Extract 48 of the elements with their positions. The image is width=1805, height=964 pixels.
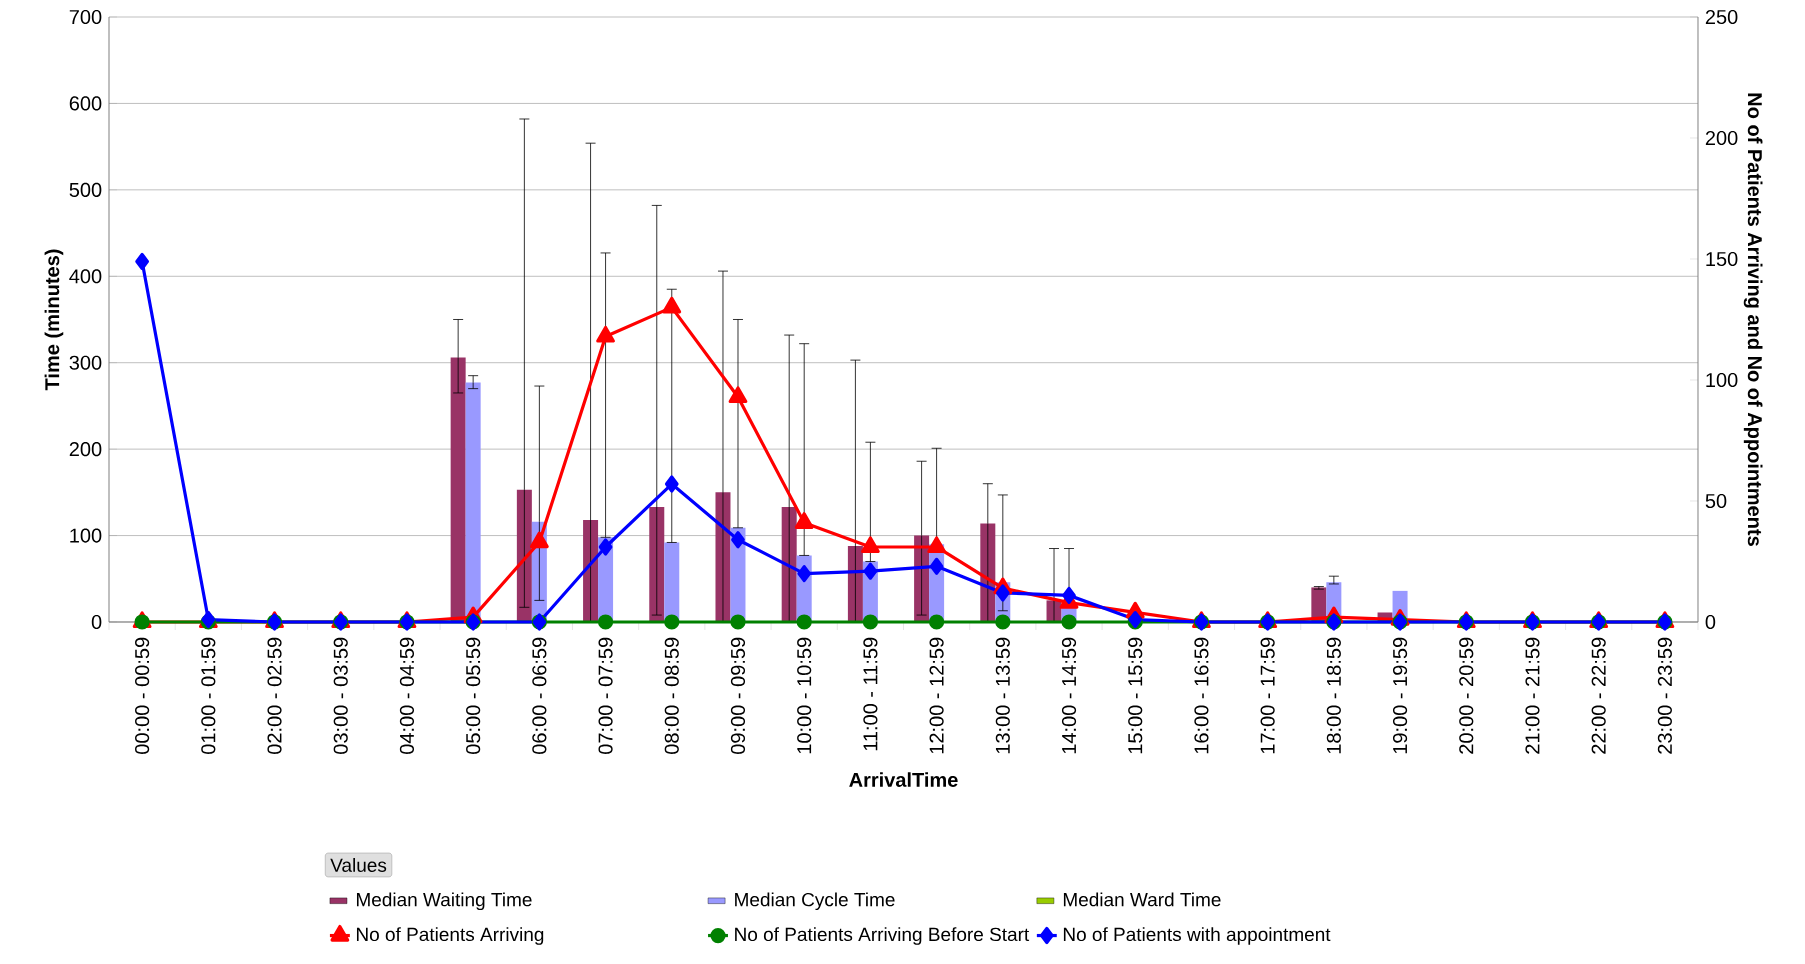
y-tick-label: 300 — [69, 355, 102, 370]
x-tick-label: 04:00 - 04:59 — [399, 637, 415, 754]
y2-tick-label: 50 — [1705, 493, 1727, 509]
x-tick-label: 07:00 - 07:59 — [598, 637, 613, 754]
y2-tick-label: 0 — [1705, 614, 1716, 630]
x-tick-label: 16:00 - 16:59 — [1194, 637, 1209, 754]
y2-tick-label: 200 — [1705, 130, 1738, 146]
legend-label: Median Waiting Time — [356, 892, 532, 911]
x-tick-label: 11:00 - 11:59 — [863, 637, 878, 751]
legend-label: Median Cycle Time — [735, 892, 895, 911]
x-tick-label: 20:00 - 20:59 — [1459, 637, 1474, 754]
x-tick-label: 14:00 - 14:59 — [1061, 637, 1077, 754]
legend-label: No of Patients Arriving Before Start — [735, 927, 1030, 945]
y-axis-title: Time (minutes) — [44, 249, 64, 391]
x-tick-label: 02:00 - 02:59 — [267, 637, 282, 754]
x-tick-label: 00:00 - 00:59 — [135, 637, 150, 754]
y2-axis-title: No of Patients Arriving and No of Appointments — [1743, 93, 1763, 546]
x-tick-label: 19:00 - 19:59 — [1392, 637, 1408, 754]
y-tick-label: 200 — [69, 442, 102, 457]
x-tick-label: 05:00 - 05:59 — [466, 637, 481, 754]
y-tick-label: 400 — [69, 269, 102, 284]
x-tick-label: 12:00 - 12:59 — [929, 637, 944, 754]
x-tick-label: 23:00 - 23:59 — [1657, 637, 1672, 754]
y-tick-label: 0 — [91, 614, 102, 630]
y-tick-label: 500 — [69, 182, 102, 197]
y-tick-label: 100 — [70, 528, 102, 543]
x-tick-label: 21:00 - 21:59 — [1525, 637, 1540, 754]
legend-label: No of Patients with appointment — [1063, 927, 1331, 945]
x-tick-label: 18:00 - 18:59 — [1326, 637, 1341, 754]
x-tick-label: 10:00 - 10:59 — [797, 637, 812, 754]
y-tick-label: 600 — [69, 96, 102, 111]
y2-tick-label: 250 — [1705, 9, 1738, 25]
x-tick-label: 08:00 - 08:59 — [664, 637, 679, 754]
x-tick-label: 03:00 - 03:59 — [333, 637, 348, 754]
y2-tick-label: 100 — [1706, 372, 1738, 388]
legend-label: Median Ward Time — [1063, 892, 1221, 907]
x-tick-label: 13:00 - 13:59 — [995, 637, 1010, 754]
x-axis-title: ArrivalTime — [849, 772, 958, 787]
x-tick-label: 22:00 - 22:59 — [1591, 637, 1606, 754]
x-tick-label: 01:00 - 01:59 — [201, 637, 216, 754]
x-tick-label: 06:00 - 06:59 — [532, 637, 547, 754]
x-tick-label: 09:00 - 09:59 — [730, 637, 746, 754]
legend-label: No of Patients Arriving — [356, 927, 544, 945]
legend-title: Values — [330, 858, 387, 872]
y2-tick-label: 150 — [1706, 251, 1738, 267]
x-tick-label: 17:00 - 17:59 — [1260, 637, 1275, 754]
y-tick-label: 700 — [69, 9, 102, 25]
x-tick-label: 15:00 - 15:59 — [1128, 637, 1143, 754]
